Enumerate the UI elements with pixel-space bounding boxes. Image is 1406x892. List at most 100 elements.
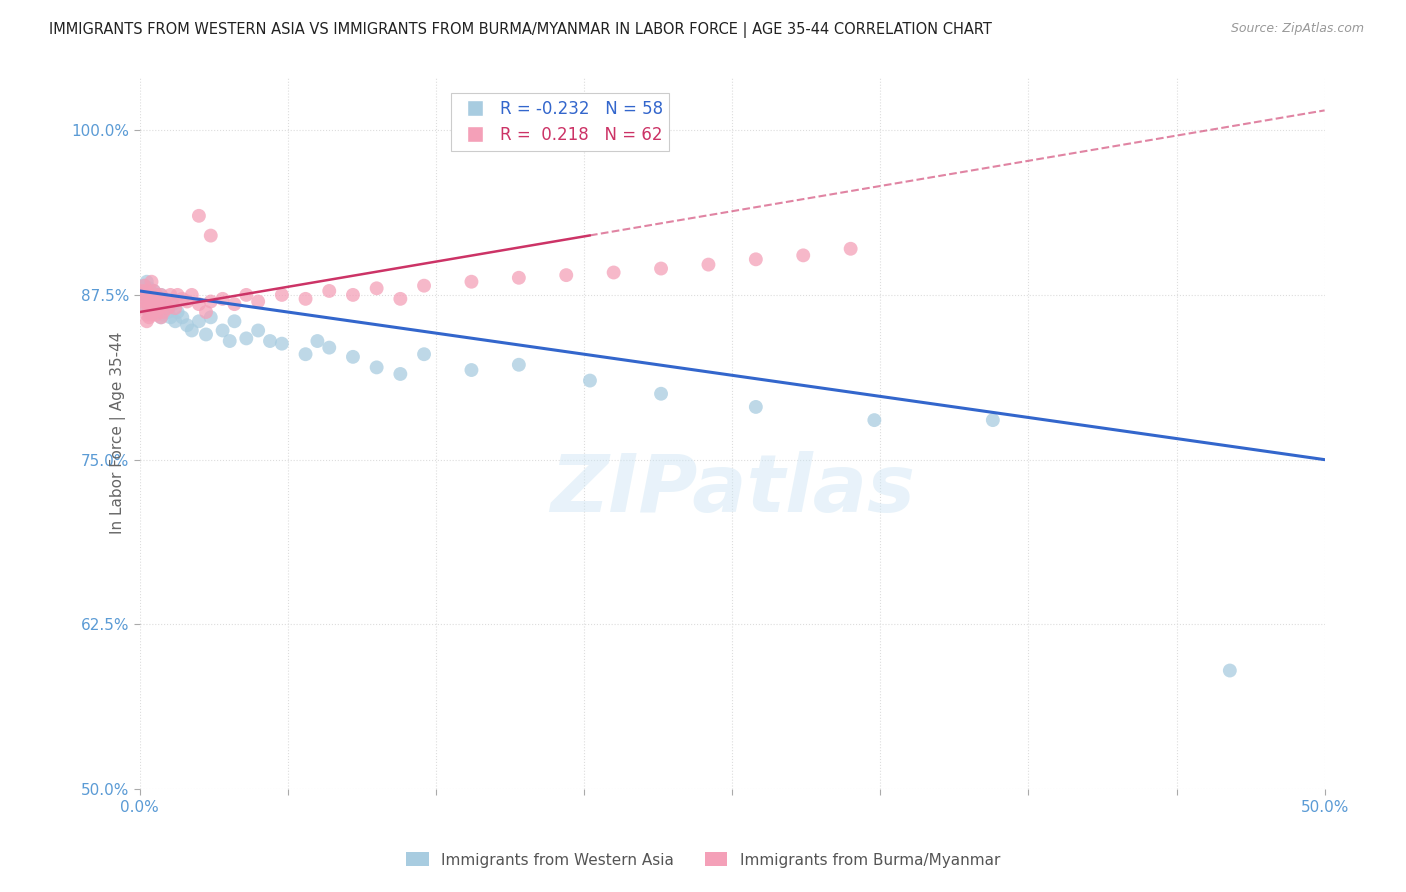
Point xyxy=(134,278,156,293)
Point xyxy=(142,294,165,309)
Point xyxy=(134,288,156,302)
Point xyxy=(148,301,170,315)
Point xyxy=(138,284,160,298)
Point xyxy=(413,347,436,361)
Point xyxy=(165,314,187,328)
Text: IMMIGRANTS FROM WESTERN ASIA VS IMMIGRANTS FROM BURMA/MYANMAR IN LABOR FORCE | A: IMMIGRANTS FROM WESTERN ASIA VS IMMIGRAN… xyxy=(49,22,993,38)
Point xyxy=(135,294,157,309)
Point xyxy=(211,292,233,306)
Point xyxy=(159,288,181,302)
Point xyxy=(508,358,530,372)
Point xyxy=(389,292,412,306)
Point xyxy=(149,310,172,325)
Point xyxy=(145,308,167,322)
Point xyxy=(792,248,814,262)
Point xyxy=(135,314,157,328)
Point xyxy=(413,278,436,293)
Point xyxy=(176,318,198,333)
Point xyxy=(981,413,1004,427)
Point xyxy=(1219,664,1241,678)
Point xyxy=(180,324,202,338)
Point xyxy=(141,308,163,322)
Point xyxy=(555,268,578,282)
Point xyxy=(138,281,160,295)
Point xyxy=(460,363,482,377)
Point xyxy=(235,288,257,302)
Point xyxy=(318,284,340,298)
Point xyxy=(149,288,172,302)
Point xyxy=(195,327,218,342)
Point xyxy=(134,278,156,293)
Point xyxy=(650,261,672,276)
Point xyxy=(187,314,209,328)
Point xyxy=(863,413,886,427)
Text: Source: ZipAtlas.com: Source: ZipAtlas.com xyxy=(1230,22,1364,36)
Point xyxy=(294,347,316,361)
Y-axis label: In Labor Force | Age 35-44: In Labor Force | Age 35-44 xyxy=(110,332,125,534)
Point xyxy=(307,334,329,348)
Point xyxy=(166,305,188,319)
Point xyxy=(148,301,170,315)
Point xyxy=(145,288,167,302)
Point xyxy=(148,305,170,319)
Legend: Immigrants from Western Asia, Immigrants from Burma/Myanmar: Immigrants from Western Asia, Immigrants… xyxy=(399,847,1007,873)
Point xyxy=(141,292,163,306)
Point xyxy=(135,284,157,298)
Point xyxy=(157,305,180,319)
Point xyxy=(141,297,163,311)
Point xyxy=(165,301,187,315)
Point xyxy=(162,297,184,311)
Point xyxy=(135,308,157,322)
Point xyxy=(270,336,292,351)
Point xyxy=(145,297,167,311)
Point xyxy=(247,324,270,338)
Point xyxy=(138,301,160,315)
Point xyxy=(141,292,163,306)
Point xyxy=(172,310,194,325)
Point xyxy=(318,341,340,355)
Point xyxy=(134,288,156,302)
Point xyxy=(602,265,624,279)
Point xyxy=(294,292,316,306)
Point xyxy=(145,288,167,302)
Text: ZIPatlas: ZIPatlas xyxy=(550,451,915,529)
Point xyxy=(131,284,153,298)
Point xyxy=(148,292,170,306)
Point xyxy=(135,294,157,309)
Point xyxy=(200,228,222,243)
Point xyxy=(157,301,180,315)
Point xyxy=(149,310,172,325)
Point xyxy=(142,294,165,309)
Point xyxy=(138,305,160,319)
Point xyxy=(211,324,233,338)
Point xyxy=(259,334,281,348)
Point xyxy=(152,292,174,306)
Point xyxy=(460,275,482,289)
Point xyxy=(166,288,188,302)
Point xyxy=(839,242,862,256)
Point xyxy=(508,270,530,285)
Point xyxy=(135,301,157,315)
Point xyxy=(224,297,246,311)
Point xyxy=(180,288,202,302)
Point xyxy=(200,294,222,309)
Point xyxy=(141,288,163,302)
Point xyxy=(149,288,172,302)
Point xyxy=(145,297,167,311)
Point xyxy=(142,301,165,315)
Legend: R = -0.232   N = 58, R =  0.218   N = 62: R = -0.232 N = 58, R = 0.218 N = 62 xyxy=(451,93,669,151)
Point xyxy=(342,288,364,302)
Point xyxy=(366,360,388,375)
Point xyxy=(200,310,222,325)
Point xyxy=(152,305,174,319)
Point xyxy=(138,288,160,302)
Point xyxy=(342,350,364,364)
Point xyxy=(131,294,153,309)
Point xyxy=(650,386,672,401)
Point xyxy=(131,284,153,298)
Point xyxy=(224,314,246,328)
Point xyxy=(142,284,165,298)
Point xyxy=(247,294,270,309)
Point xyxy=(579,374,602,388)
Point xyxy=(134,301,156,315)
